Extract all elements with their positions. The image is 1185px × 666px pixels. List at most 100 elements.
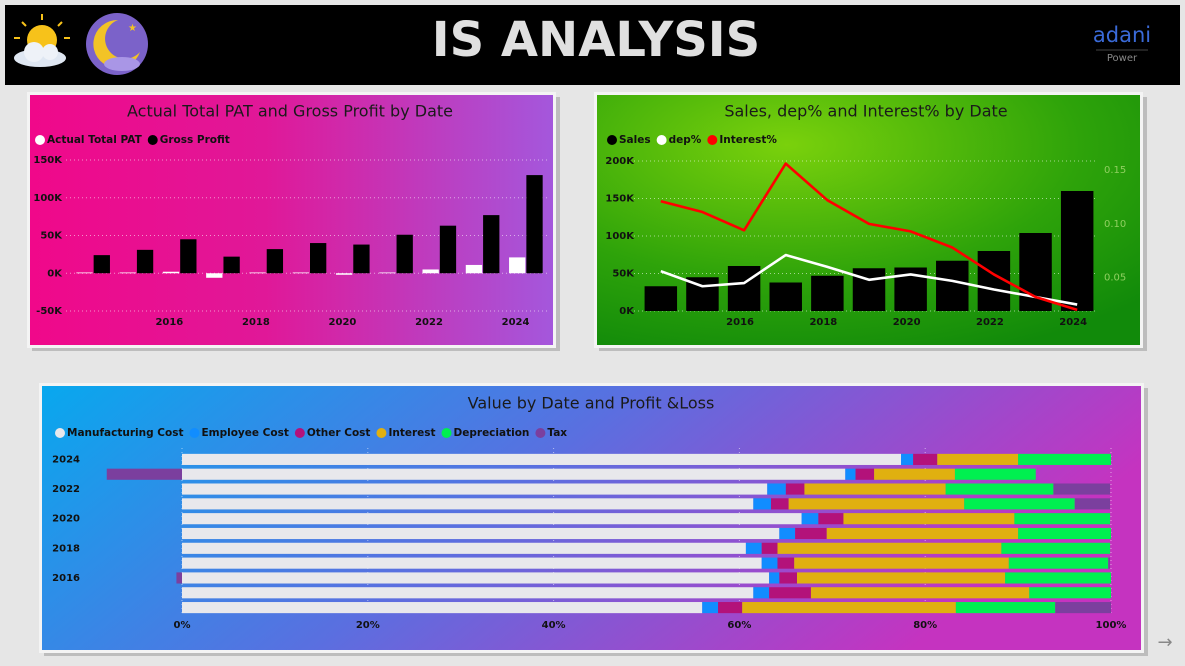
legend-marker — [35, 135, 45, 145]
bar-segment — [745, 542, 762, 554]
bar-segment — [795, 527, 827, 540]
y-tick-label: 0.05 — [1104, 273, 1126, 284]
bar-segment — [182, 453, 902, 465]
legend-label: Manufacturing Cost — [67, 427, 183, 439]
bar — [379, 272, 396, 274]
bar — [422, 269, 439, 274]
bar-segment — [826, 527, 1019, 540]
y-tick-label: 50K — [40, 231, 63, 242]
bar — [136, 249, 154, 274]
bar-segment — [945, 483, 1054, 495]
x-tick-label: 100% — [1096, 620, 1127, 631]
bar-segment — [182, 572, 770, 584]
bar-segment — [1008, 557, 1109, 569]
bar — [465, 264, 483, 274]
page-title: IS ANALYSIS — [432, 12, 760, 68]
bar-segment — [777, 557, 795, 569]
bar — [162, 271, 180, 274]
bar-segment — [176, 572, 182, 584]
bar-segment — [777, 542, 1002, 554]
bar — [526, 175, 543, 274]
arrow-icon[interactable]: → — [1157, 632, 1172, 653]
bar — [727, 266, 761, 311]
bar-segment — [1053, 483, 1111, 495]
y-tick-label: 100K — [33, 193, 63, 204]
bar — [644, 286, 678, 311]
y-tick-label: 50K — [612, 269, 635, 280]
legend-marker — [656, 135, 667, 145]
x-tick-label: 2020 — [893, 317, 921, 328]
x-tick-label: 2022 — [415, 317, 443, 328]
legend-label: Sales — [619, 134, 651, 146]
bar-segment — [718, 602, 743, 614]
header-bar — [5, 5, 1180, 85]
bar — [852, 268, 886, 311]
bar — [180, 239, 197, 274]
y-tick-label: -50K — [36, 306, 63, 317]
weather-icon — [14, 14, 70, 67]
bar-segment — [801, 513, 819, 525]
legend-label: Tax — [547, 427, 567, 439]
y-tick-label: 2020 — [52, 514, 80, 525]
bar-segment — [779, 527, 796, 540]
x-tick-label: 2020 — [329, 317, 357, 328]
bar-segment — [182, 542, 746, 554]
x-tick-label: 0% — [174, 620, 191, 631]
bar — [223, 256, 240, 274]
bar-segment — [761, 542, 778, 554]
bar-segment — [1029, 587, 1111, 599]
moon-icon: ★ — [86, 13, 148, 75]
bar — [249, 272, 266, 274]
card — [30, 95, 553, 345]
bar-segment — [779, 572, 797, 584]
legend-label: Interest% — [719, 134, 777, 146]
legend-label: Depreciation — [454, 427, 530, 439]
bar — [483, 215, 500, 274]
x-tick-label: 2018 — [809, 317, 837, 328]
bar-segment — [182, 513, 802, 525]
bar-segment — [182, 587, 754, 599]
legend-label: dep% — [669, 134, 702, 146]
bar-segment — [874, 468, 955, 480]
bar — [353, 244, 370, 274]
y-tick-label: 0K — [47, 268, 63, 279]
bar-segment — [913, 453, 938, 465]
bar-segment — [804, 483, 946, 495]
y-tick-label: 150K — [605, 194, 635, 205]
bar — [119, 272, 136, 274]
bar-segment — [1108, 557, 1111, 569]
bar-segment — [843, 513, 1015, 525]
bar — [936, 260, 969, 311]
star: ★ — [128, 23, 137, 34]
bar-segment — [753, 587, 770, 599]
bar-segment — [1014, 513, 1111, 525]
x-tick-label: 2024 — [502, 317, 530, 328]
bar-segment — [182, 602, 703, 614]
bar — [266, 249, 284, 274]
chart-title: Value by Date and Profit &Loss — [468, 394, 715, 413]
bar-segment — [1001, 542, 1111, 554]
bar — [396, 234, 413, 274]
bar-segment — [767, 483, 786, 495]
bar-segment — [954, 468, 1036, 480]
legend-label: Actual Total PAT — [47, 134, 143, 146]
bar-segment — [182, 483, 768, 495]
x-tick-label: 2024 — [1059, 317, 1087, 328]
y-tick-label: 2024 — [52, 454, 80, 465]
legend-marker — [55, 428, 65, 438]
chart-title: Sales, dep% and Interest% by Date — [724, 102, 1007, 121]
logo-sub: Power — [1107, 53, 1138, 64]
bar — [93, 255, 110, 274]
legend-marker — [147, 135, 158, 145]
x-tick-label: 2018 — [242, 317, 270, 328]
bar — [292, 272, 309, 274]
y-tick-label: 2018 — [52, 543, 80, 554]
bar — [509, 257, 526, 274]
bar-segment — [761, 557, 778, 569]
legend-label: Gross Profit — [160, 134, 230, 146]
x-tick-label: 2016 — [155, 317, 183, 328]
bar-segment — [1018, 527, 1111, 540]
y-tick-label: 0K — [619, 306, 635, 317]
line — [660, 162, 1078, 312]
